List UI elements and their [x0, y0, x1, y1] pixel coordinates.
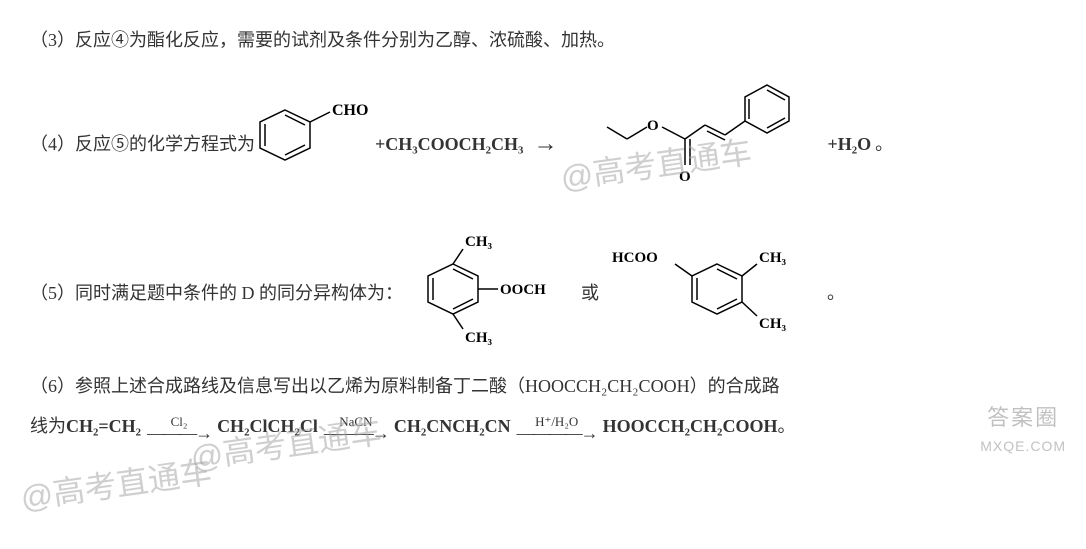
q4-suffix: 。	[875, 130, 893, 159]
badge-bottom: MXQE.COM	[980, 435, 1066, 457]
synth-arrow-1: Cl₂ ———→	[147, 415, 211, 439]
svg-text:OOCH: OOCH	[500, 282, 546, 298]
isomer-1-structure: CH₃ CH₃ OOCH	[403, 224, 573, 364]
answer-badge: 答案圈 MXQE.COM	[980, 400, 1066, 458]
synth-step2: CH₂ClCH₂Cl	[217, 412, 318, 441]
svg-text:CHO: CHO	[332, 102, 368, 119]
svg-text:CH₃: CH₃	[759, 316, 787, 332]
reaction-arrow-icon: →	[533, 125, 557, 163]
svg-text:CH₃: CH₃	[465, 330, 493, 346]
synth-step4: HOOCCH₂CH₂COOH	[603, 412, 778, 441]
svg-text:O: O	[679, 169, 691, 185]
question-5: （5） 同时满足题中条件的 D 的同分异构体为： CH₃ CH₃ OOCH 或	[30, 224, 1056, 364]
q3-label: （3）	[30, 26, 75, 55]
synth-arrow-2: NaCN ———→	[324, 415, 388, 439]
benzaldehyde-structure: CHO	[255, 95, 375, 194]
question-6-line2: 线为 CH₂=CH₂ Cl₂ ———→ CH₂ClCH₂Cl NaCN ———→…	[30, 412, 1056, 441]
watermark-text: @高考直通车	[17, 447, 215, 524]
q5-label: （5）	[30, 279, 75, 308]
q4-reactant2: +CH₃COOCH₂CH₃	[375, 130, 523, 159]
synth-step3: CH₂CNCH₂CN	[394, 412, 511, 441]
q4-prefix: 反应⑤的化学方程式为	[75, 130, 255, 159]
q5-prefix: 同时满足题中条件的 D 的同分异构体为：	[75, 279, 403, 308]
synth-step1: CH₂=CH₂	[66, 412, 141, 441]
isomer-2-structure: CH₃ CH₃ HCOO	[607, 224, 807, 364]
q4-label: （4）	[30, 130, 75, 159]
badge-top: 答案圈	[980, 400, 1066, 435]
q6-suffix: 。	[777, 412, 795, 441]
question-4: （4） 反应⑤的化学方程式为 CHO +CH₃COOCH₂CH₃ →	[30, 75, 1056, 214]
synth-arrow-3: H⁺/H₂O ————→	[517, 415, 597, 439]
svg-text:CH₃: CH₃	[465, 234, 493, 250]
svg-text:O: O	[647, 118, 659, 134]
svg-text:CH₃: CH₃	[759, 250, 787, 266]
or-text: 或	[581, 279, 599, 308]
q3-text: 反应④为酯化反应，需要的试剂及条件分别为乙醇、浓硫酸、加热。	[75, 26, 615, 55]
question-3: （3） 反应④为酯化反应，需要的试剂及条件分别为乙醇、浓硫酸、加热。	[30, 26, 1056, 55]
q6-line2-prefix: 线为	[30, 412, 66, 441]
q6-text: 参照上述合成路线及信息写出以乙烯为原料制备丁二酸（HOOCCH₂CH₂COOH）…	[75, 372, 780, 401]
q4-product-tail: +H₂O	[827, 130, 871, 159]
q5-suffix: 。	[827, 279, 845, 308]
question-6-line1: （6） 参照上述合成路线及信息写出以乙烯为原料制备丁二酸（HOOCCH₂CH₂C…	[30, 372, 1056, 401]
q6-label: （6）	[30, 372, 75, 401]
svg-text:HCOO: HCOO	[612, 250, 658, 266]
cinnamate-structure: O O	[567, 75, 827, 214]
